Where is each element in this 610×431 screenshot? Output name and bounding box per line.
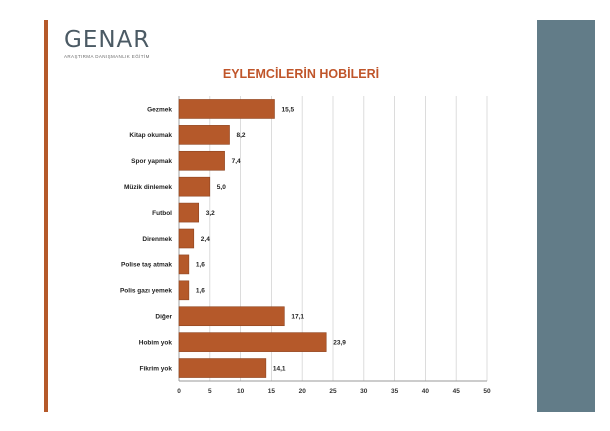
data-label: 15,5: [281, 106, 294, 113]
category-label: Direnmek: [142, 236, 172, 243]
data-label: 1,6: [196, 262, 205, 269]
bar: [178, 332, 327, 352]
genar-logo: GENAR ARAŞTIRMA DANIŞMANLIK EĞİTİM: [64, 28, 150, 59]
chart-title: EYLEMCİLERİN HOBİLERİ: [222, 67, 380, 81]
bar: [178, 358, 267, 378]
x-tick-label: 0: [177, 388, 181, 395]
category-label: Diğer: [155, 314, 172, 321]
x-tick-label: 25: [329, 388, 337, 395]
x-tick-label: 45: [453, 388, 461, 395]
accent-bar: [44, 20, 48, 412]
x-tick-label: 5: [208, 388, 212, 395]
x-tick-label: 20: [299, 388, 307, 395]
category-label: Polise taş atmak: [121, 262, 172, 269]
x-tick-label: 40: [422, 388, 430, 395]
data-label: 2,4: [201, 236, 210, 243]
bar-layer: [178, 99, 327, 378]
data-label: 14,1: [273, 365, 286, 372]
logo-tagline: ARAŞTIRMA DANIŞMANLIK EĞİTİM: [64, 54, 150, 59]
bar: [178, 176, 211, 197]
bar: [178, 228, 195, 249]
category-label: Futbol: [152, 210, 172, 217]
side-panel: [537, 20, 595, 412]
data-label: 7,4: [232, 158, 241, 165]
bar: [178, 254, 190, 275]
bar: [178, 280, 190, 301]
x-tick-label: 30: [360, 388, 368, 395]
data-label: 8,2: [237, 132, 246, 139]
x-tick-label: 35: [391, 388, 399, 395]
category-label: Polis gazı yemek: [120, 288, 172, 295]
bar: [178, 125, 230, 145]
bar: [178, 99, 275, 119]
x-tick-label: 10: [237, 388, 245, 395]
data-label: 23,9: [333, 339, 346, 346]
x-tick-label: 50: [483, 388, 491, 395]
data-label: 5,0: [217, 184, 226, 191]
label-layer: 0 5 10 15 20 25 30 35 40 45 50 Gezmek 15,5 Kitap okum…: [120, 106, 491, 395]
category-label: Fikrim yok: [139, 365, 172, 372]
category-label: Spor yapmak: [131, 158, 172, 165]
bar: [178, 202, 200, 223]
data-label: 17,1: [291, 314, 304, 321]
logo-name: GENAR: [64, 27, 151, 53]
bar: [178, 150, 225, 171]
category-label: Müzik dinlemek: [124, 184, 172, 191]
bar: [178, 306, 285, 327]
data-label: 3,2: [206, 210, 215, 217]
category-label: Hobim yok: [139, 339, 173, 346]
data-label: 1,6: [196, 288, 205, 295]
category-label: Kitap okumak: [129, 132, 172, 139]
x-tick-label: 15: [268, 388, 276, 395]
category-label: Gezmek: [147, 106, 172, 113]
